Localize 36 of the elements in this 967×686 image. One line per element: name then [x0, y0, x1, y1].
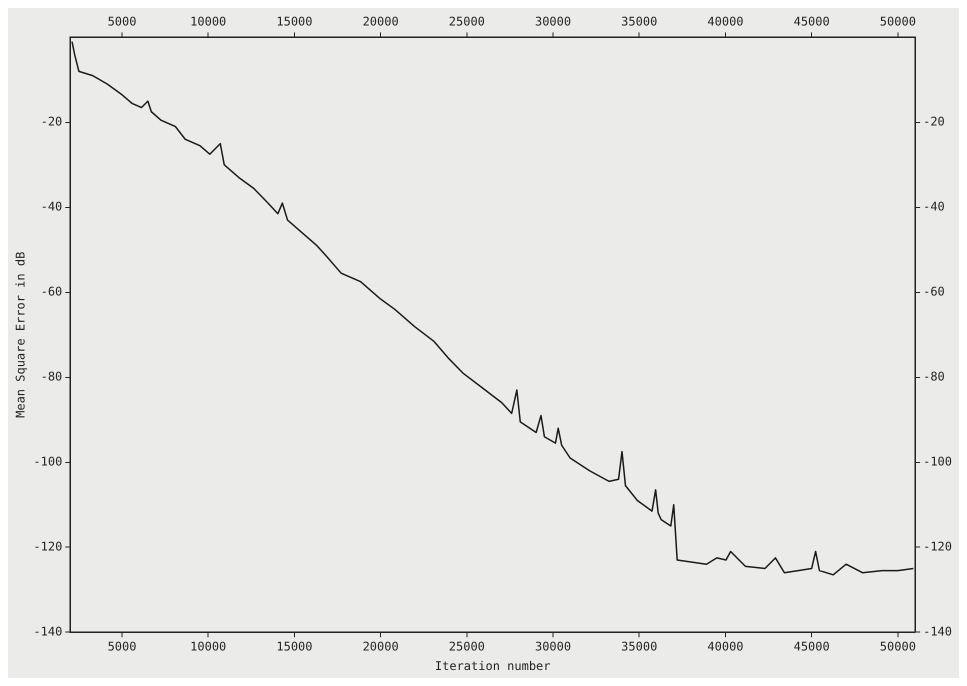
y2-tick-label: -140: [923, 624, 952, 638]
x-tick-label: 30000: [534, 640, 572, 654]
y-tick-label: -60: [40, 284, 62, 298]
y-tick-label: -40: [40, 199, 62, 214]
x2-tick-label: 40000: [707, 14, 744, 28]
y-tick-label: -140: [33, 624, 62, 638]
y2-tick-label: -60: [923, 284, 945, 298]
x2-tick-label: 20000: [362, 14, 399, 28]
x2-tick-label: 35000: [621, 14, 658, 28]
y-tick-label: -120: [33, 539, 62, 554]
x-tick-label: 35000: [621, 640, 658, 654]
y2-tick-label: -40: [923, 199, 945, 214]
x-tick-label: 15000: [276, 640, 312, 654]
y-tick-label: -100: [33, 454, 62, 468]
x2-tick-label: 50000: [880, 14, 916, 28]
y2-tick-label: -120: [923, 539, 952, 554]
x2-tick-label: 25000: [448, 14, 485, 28]
x2-tick-label: 5000: [108, 14, 136, 28]
x-axis-title: Iteration number: [434, 658, 550, 673]
x-tick-label: 25000: [448, 640, 485, 654]
y2-tick-label: -100: [923, 454, 952, 468]
y2-tick-label: -80: [923, 369, 945, 384]
x2-tick-label: 30000: [534, 14, 572, 28]
y-tick-label: -20: [40, 114, 62, 128]
x-tick-label: 45000: [794, 640, 830, 654]
y-axis-title: Mean Square Error in dB: [13, 252, 28, 418]
x-tick-label: 20000: [362, 640, 399, 654]
x-tick-label: 50000: [880, 640, 916, 654]
x2-tick-label: 10000: [190, 14, 226, 28]
x-tick-label: 10000: [190, 640, 226, 654]
y-tick-label: -80: [40, 369, 62, 384]
x2-tick-label: 45000: [794, 14, 830, 28]
x-tick-label: 40000: [707, 640, 744, 654]
y2-tick-label: -20: [923, 114, 945, 128]
x-tick-label: 5000: [108, 640, 136, 654]
x2-tick-label: 15000: [276, 14, 312, 28]
